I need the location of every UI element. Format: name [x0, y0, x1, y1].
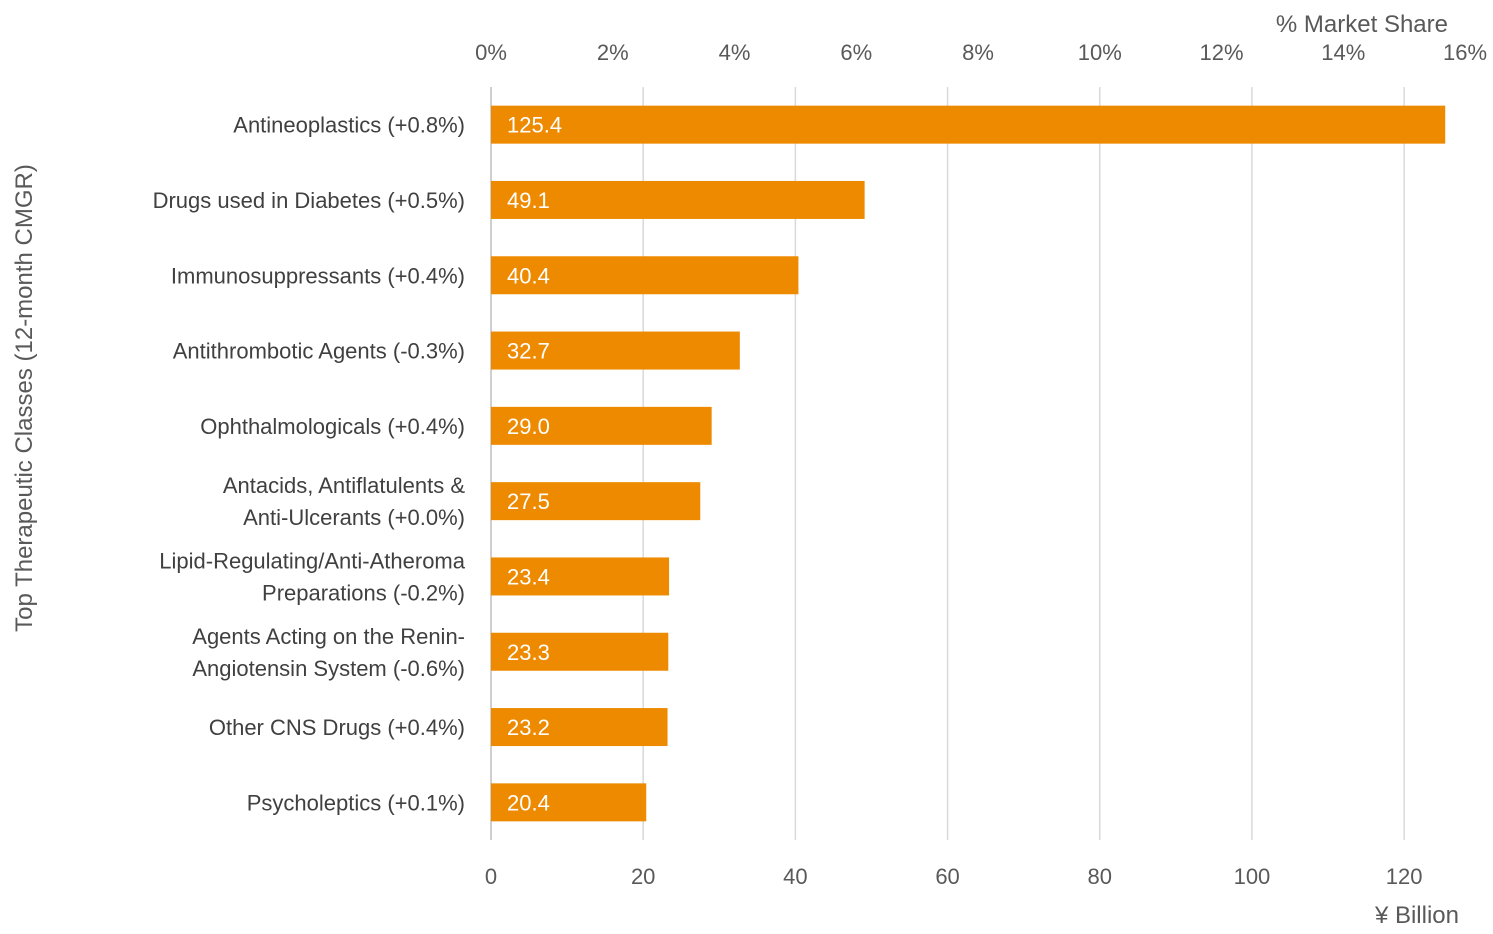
category-label-line: Antacids, Antiflatulents &	[223, 473, 465, 498]
top-axis-tick-label: 10%	[1078, 40, 1122, 65]
category-label-line: Drugs used in Diabetes (+0.5%)	[153, 188, 465, 213]
y-axis-title: Top Therapeutic Classes (12-month CMGR)	[11, 164, 38, 632]
category-label-line: Ophthalmologicals (+0.4%)	[200, 414, 465, 439]
x-tick-label: 100	[1234, 864, 1271, 889]
bar	[491, 406, 712, 445]
bar-value-label: 20.4	[507, 790, 550, 815]
top-axis-tick-label: 4%	[719, 40, 751, 65]
bar-value-label: 32.7	[507, 339, 550, 364]
category-label-line: Immunosuppressants (+0.4%)	[171, 263, 465, 288]
bar	[491, 632, 669, 671]
bar-value-label: 125.4	[507, 113, 562, 138]
top-axis-tick-label: 12%	[1199, 40, 1243, 65]
top-axis-tick-label: 6%	[840, 40, 872, 65]
category-label-line: Antithrombotic Agents (-0.3%)	[173, 339, 465, 364]
bars: 125.4 49.1 40.4 32.7 29.0 27.5 23.4 23.3 23.2 20.…	[491, 105, 1446, 822]
bar	[491, 256, 799, 295]
x-tick-label: 80	[1088, 864, 1112, 889]
bar	[491, 708, 668, 747]
x-tick-label: 40	[783, 864, 807, 889]
top-axis-tick-label: 0%	[475, 40, 507, 65]
bar	[491, 180, 865, 219]
bar-value-label: 49.1	[507, 188, 550, 213]
bar	[491, 331, 740, 370]
x-tick-label: 20	[631, 864, 655, 889]
category-label: Lipid-Regulating/Anti-Atheroma Preparatio…	[159, 548, 465, 605]
bar-value-label: 27.5	[507, 489, 550, 514]
bar	[491, 105, 1446, 144]
category-label-line: Psycholeptics (+0.1%)	[247, 790, 465, 815]
top-axis-tick-label: 8%	[962, 40, 994, 65]
bar	[491, 482, 701, 521]
top-axis-title: % Market Share	[1276, 11, 1448, 38]
category-label-line: Anti-Ulcerants (+0.0%)	[243, 505, 465, 530]
x-axis-ticks: 0 20 40 60 80 100 120	[485, 864, 1423, 889]
bar	[491, 557, 670, 596]
category-label: Antithrombotic Agents (-0.3%)	[173, 339, 465, 364]
bar-value-label: 23.3	[507, 640, 550, 665]
category-label-line: Agents Acting on the Renin-	[192, 624, 465, 649]
category-label-line: Lipid-Regulating/Anti-Atheroma	[159, 548, 465, 573]
category-label-line: Antineoplastics (+0.8%)	[233, 113, 465, 138]
bar-value-label: 40.4	[507, 263, 550, 288]
category-label: Immunosuppressants (+0.4%)	[171, 263, 465, 288]
x-tick-label: 60	[935, 864, 959, 889]
category-labels: Antineoplastics (+0.8%) Drugs used in Dia…	[153, 113, 466, 816]
category-label-line: Angiotensin System (-0.6%)	[192, 656, 465, 681]
category-label: Antacids, Antiflatulents & Anti-Ulcerants…	[223, 473, 465, 530]
top-axis-tick-label: 14%	[1321, 40, 1365, 65]
category-label: Antineoplastics (+0.8%)	[233, 113, 465, 138]
category-label: Ophthalmologicals (+0.4%)	[200, 414, 465, 439]
top-axis-tick-label: 2%	[597, 40, 629, 65]
bar-value-label: 23.2	[507, 715, 550, 740]
top-axis-tick-label: 16%	[1443, 40, 1487, 65]
bar-value-label: 29.0	[507, 414, 550, 439]
category-label-line: Preparations (-0.2%)	[262, 580, 465, 605]
category-label: Psycholeptics (+0.1%)	[247, 790, 465, 815]
bar-value-label: 23.4	[507, 564, 550, 589]
x-axis-title: ¥ Billion	[1374, 902, 1459, 929]
category-label-line: Other CNS Drugs (+0.4%)	[209, 715, 465, 740]
category-label: Agents Acting on the Renin- Angiotensin S…	[192, 624, 465, 681]
bar	[491, 783, 647, 822]
category-label: Other CNS Drugs (+0.4%)	[209, 715, 465, 740]
top-axis-ticks: 0% 2% 4% 6% 8% 10% 12% 14% 16%	[475, 40, 1487, 65]
x-tick-label: 120	[1386, 864, 1423, 889]
x-tick-label: 0	[485, 864, 497, 889]
category-label: Drugs used in Diabetes (+0.5%)	[153, 188, 465, 213]
